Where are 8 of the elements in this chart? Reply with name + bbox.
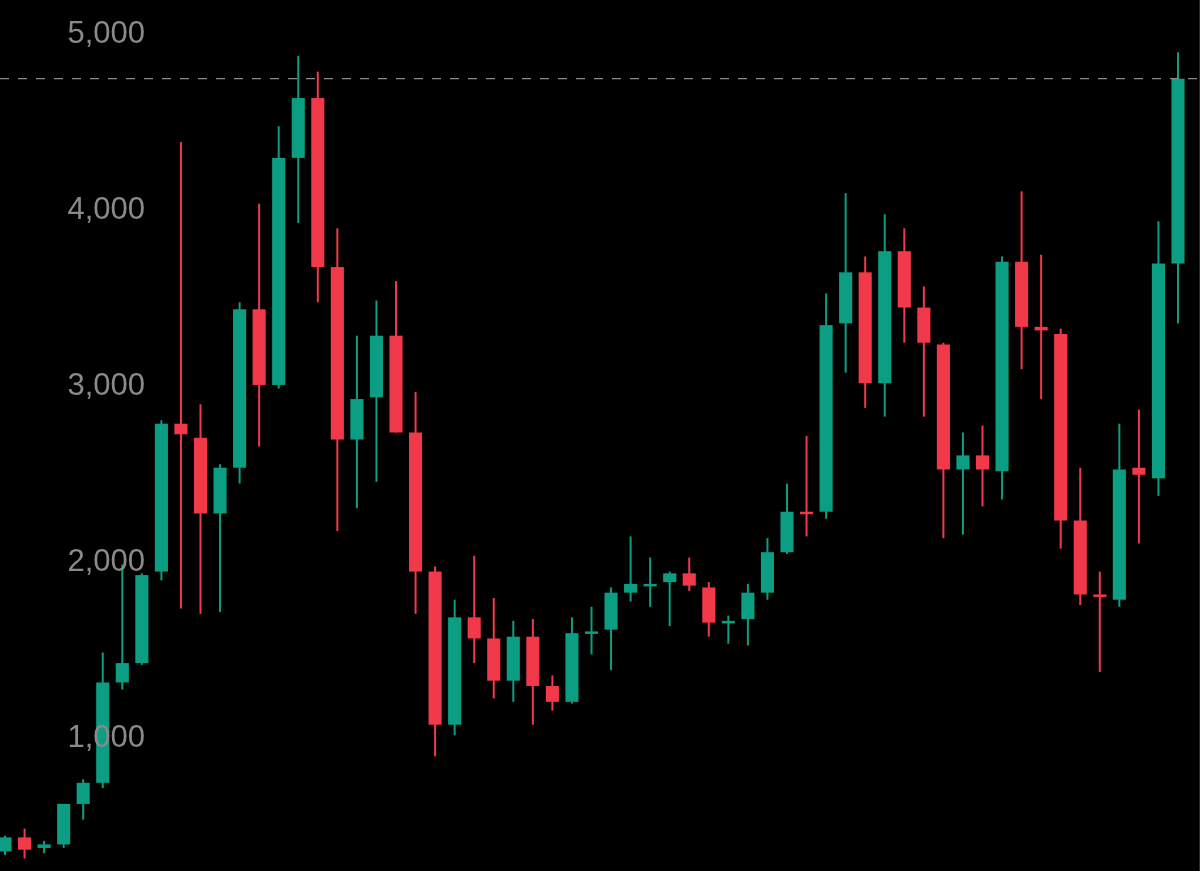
candlestick [1093, 571, 1107, 672]
y-tick-label: 2,000 [67, 543, 145, 579]
y-tick-label: 4,000 [67, 191, 145, 227]
y-tick-label: 5,000 [67, 15, 145, 51]
candlestick [584, 606, 599, 655]
candlestick [1132, 409, 1146, 544]
y-tick-label: 3,000 [67, 367, 145, 403]
candlestick [174, 142, 188, 609]
